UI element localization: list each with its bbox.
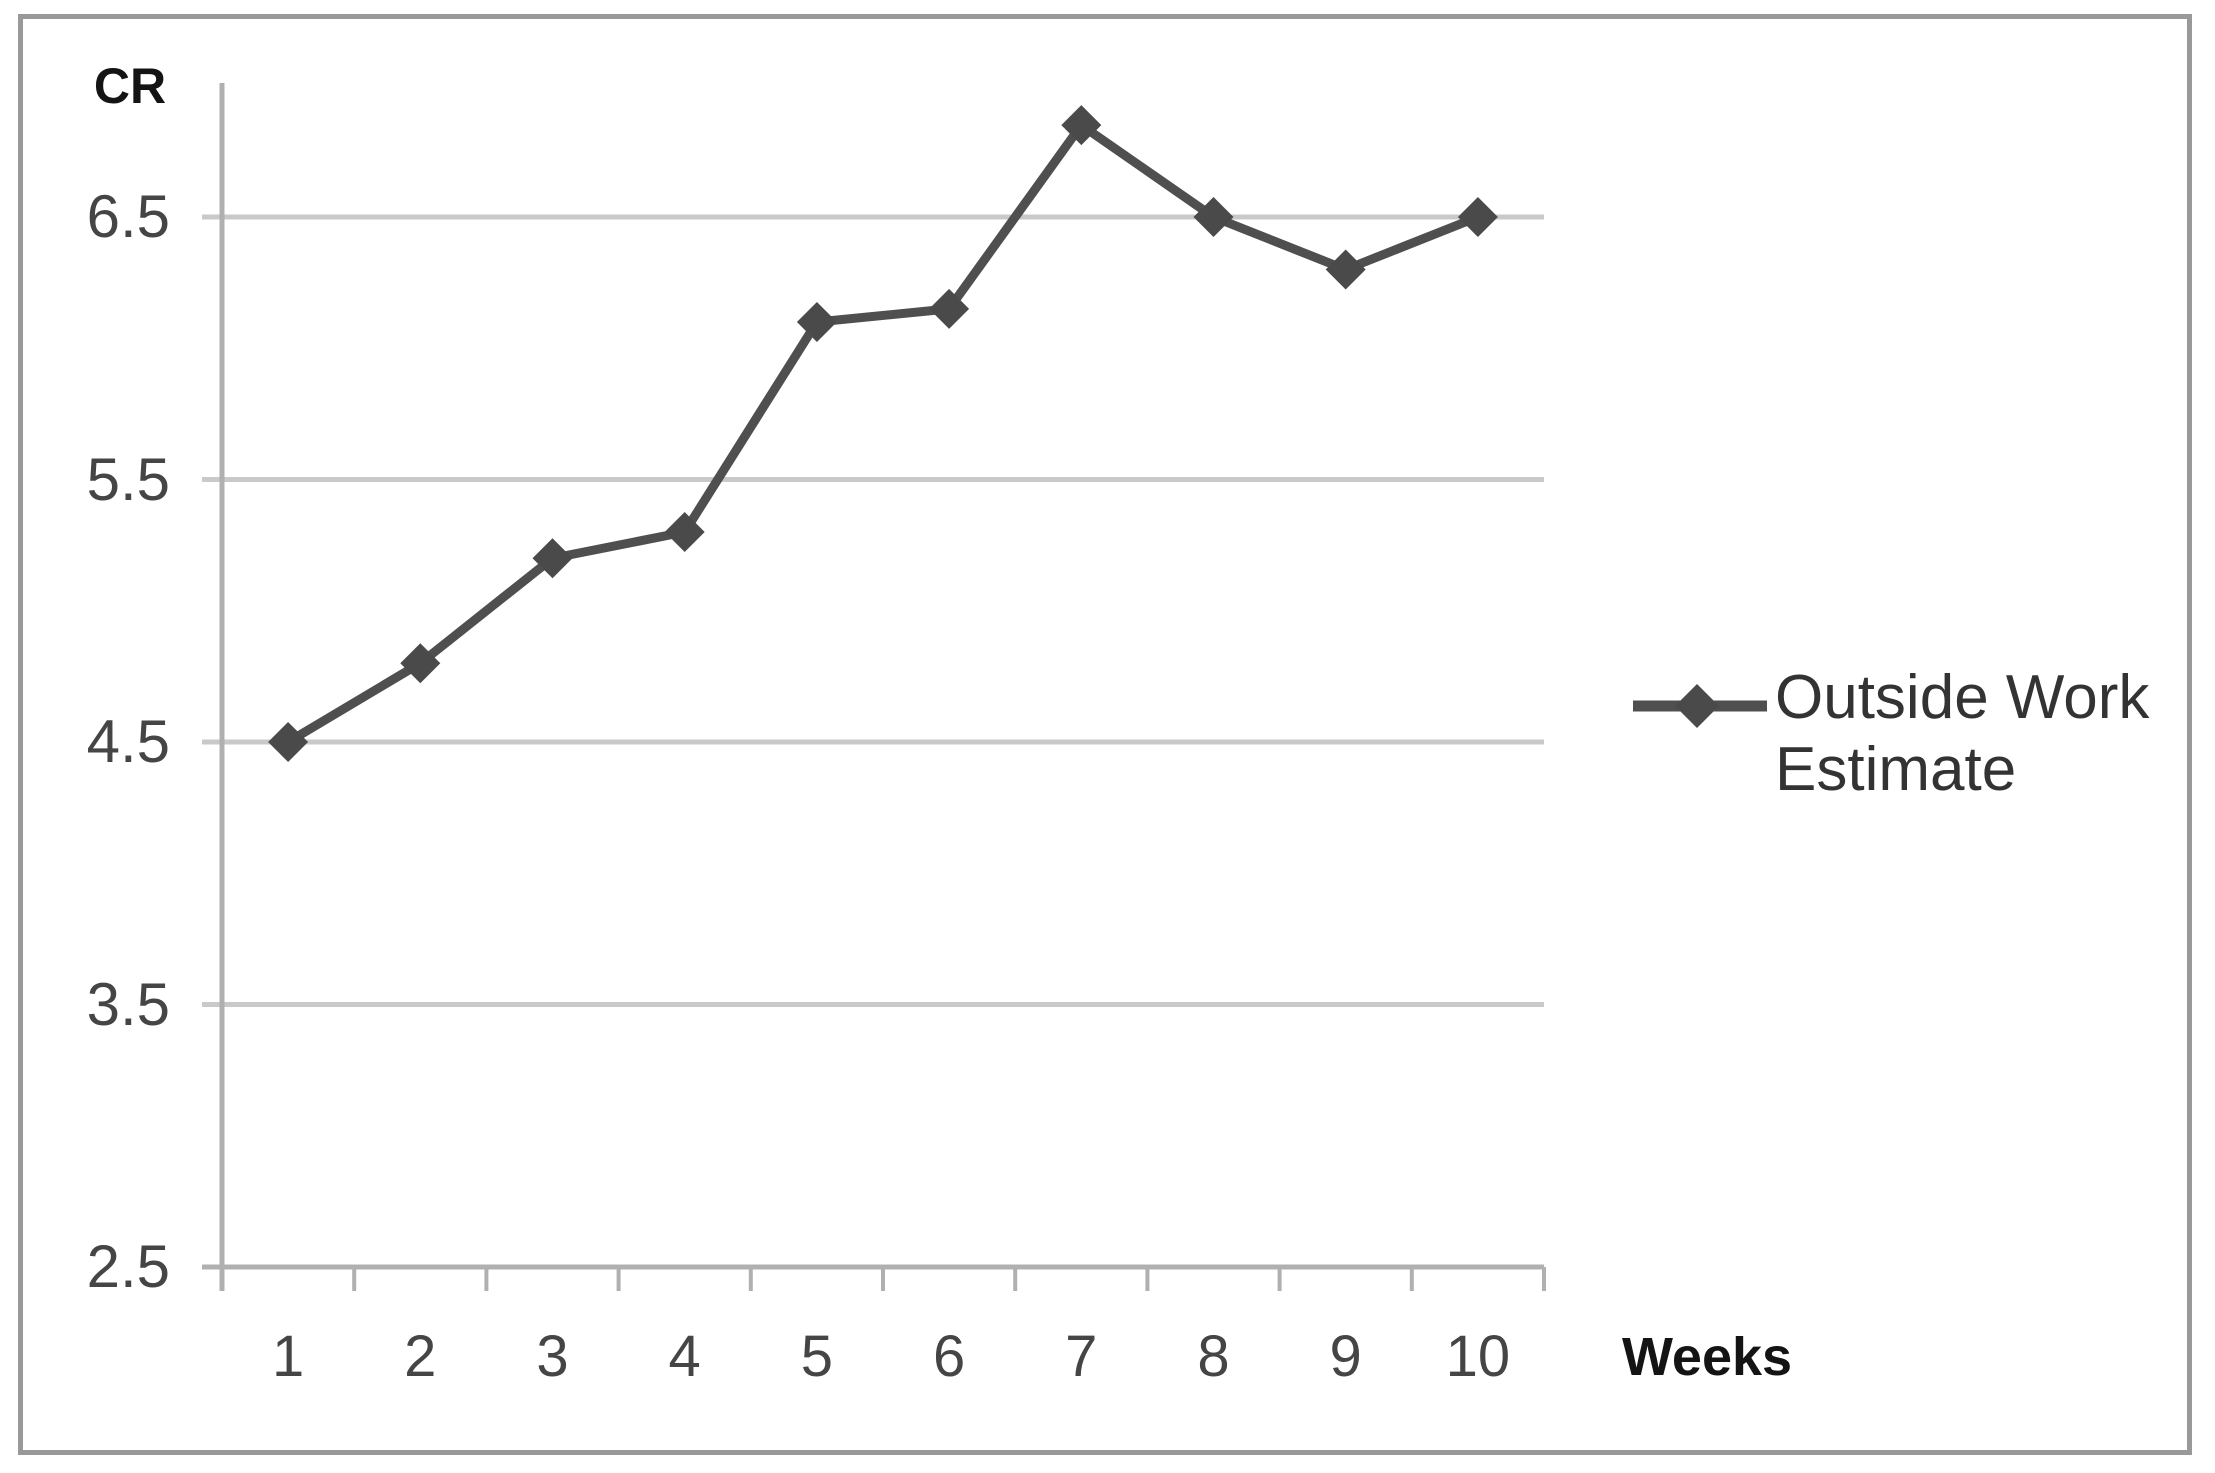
x-tick-label: 3 (536, 1324, 569, 1389)
y-tick-label: 5.5 (86, 445, 170, 513)
y-axis-title: CR (93, 58, 167, 114)
x-tick-label: 4 (668, 1324, 701, 1389)
data-point-marker (1061, 105, 1102, 146)
chart-frame (18, 14, 2192, 1455)
x-tick-label: 9 (1329, 1324, 1362, 1389)
x-tick-label: 2 (404, 1324, 437, 1389)
y-tick-label: 3.5 (86, 970, 170, 1038)
legend: Outside Work Estimate (1630, 662, 2170, 806)
data-point-marker (532, 538, 573, 579)
data-point-marker (1457, 197, 1498, 237)
data-point-marker (1193, 197, 1234, 237)
data-point-marker (929, 288, 970, 329)
x-tick-label: 10 (1445, 1324, 1511, 1389)
x-tick-label: 1 (271, 1324, 305, 1389)
data-point-marker (1325, 249, 1366, 290)
y-tick-label: 6.5 (86, 183, 170, 250)
data-point-marker (400, 643, 441, 684)
data-point-marker (796, 302, 837, 342)
legend-series-label: Outside Work Estimate (1775, 663, 2150, 804)
data-point-marker (664, 512, 705, 552)
data-point-marker (268, 722, 309, 762)
legend-line-diamond-icon (1633, 684, 1767, 728)
y-tick-label: 4.5 (86, 708, 170, 775)
x-tick-label: 6 (932, 1324, 966, 1389)
y-tick-label: 2.5 (86, 1233, 170, 1300)
x-tick-label: 5 (800, 1324, 834, 1389)
x-tick-label: 8 (1197, 1324, 1230, 1389)
series-line (283, 120, 1483, 747)
x-axis-title: Weeks (1621, 1327, 1793, 1387)
x-tick-label: 7 (1065, 1324, 1098, 1389)
